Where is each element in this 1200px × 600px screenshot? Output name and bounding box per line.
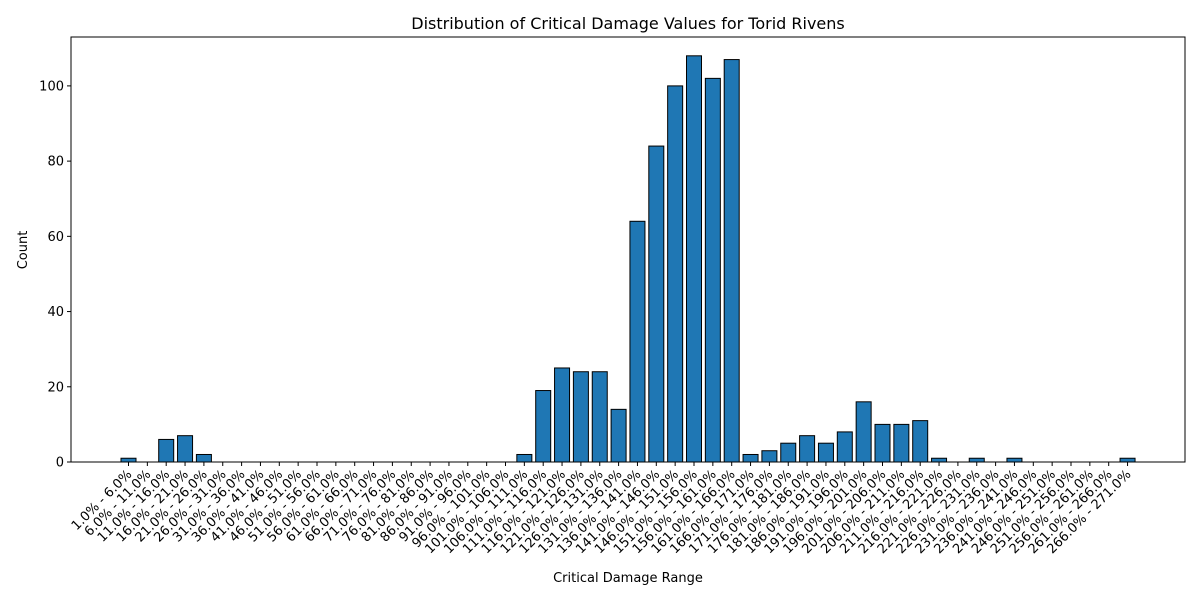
plot-frame <box>70 36 1186 463</box>
bar <box>535 390 552 463</box>
bar <box>591 371 608 463</box>
y-axis-label: Count <box>16 231 31 270</box>
bar <box>195 453 212 463</box>
y-tick-label: 100 <box>39 79 64 94</box>
bar <box>968 457 985 463</box>
bar <box>742 453 759 463</box>
bar <box>912 420 929 463</box>
bar <box>817 442 834 463</box>
bar <box>1006 457 1023 463</box>
bar <box>629 220 646 463</box>
bar <box>648 145 665 463</box>
bar <box>723 59 740 463</box>
bar <box>610 408 627 463</box>
bar <box>572 371 589 463</box>
bar <box>893 423 910 463</box>
chart-title: Distribution of Critical Damage Values f… <box>411 14 845 33</box>
bar <box>874 423 891 463</box>
bar <box>855 401 872 463</box>
bar <box>158 438 175 463</box>
bar <box>516 453 533 463</box>
bar <box>704 77 721 463</box>
y-tick-label: 80 <box>47 155 64 170</box>
bar <box>1119 457 1136 463</box>
bar <box>836 431 853 463</box>
bar <box>799 435 816 463</box>
y-tick-label: 40 <box>47 305 64 320</box>
bar <box>554 367 571 463</box>
y-tick-label: 20 <box>47 380 64 395</box>
bar <box>667 85 684 463</box>
bar <box>686 55 702 463</box>
bar <box>177 435 194 463</box>
bar <box>780 442 797 463</box>
bar <box>931 457 948 463</box>
x-axis-label: Critical Damage Range <box>553 571 703 586</box>
bar <box>761 450 778 463</box>
bar <box>120 457 137 463</box>
y-tick-label: 60 <box>47 230 64 245</box>
y-tick-label: 0 <box>56 456 64 471</box>
